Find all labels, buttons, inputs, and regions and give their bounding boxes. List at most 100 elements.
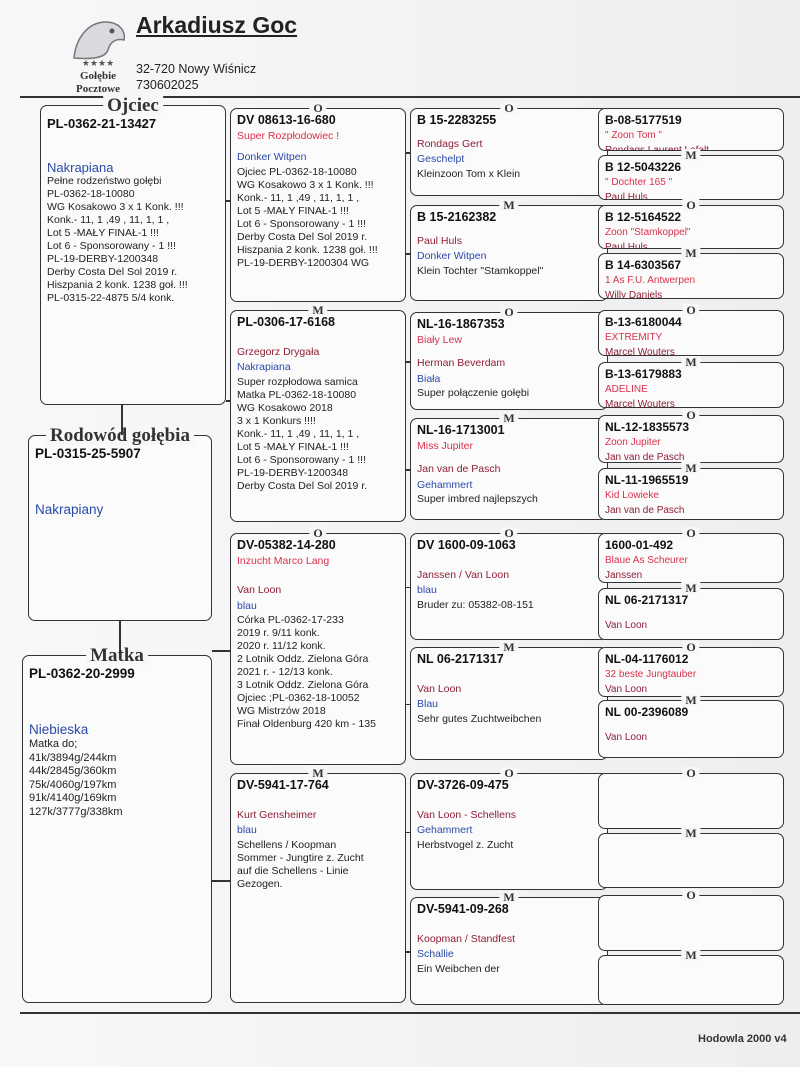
note: 2 Lotnik Oddz. Zielona Góra: [237, 653, 369, 665]
sex-label: O: [682, 527, 700, 539]
note: Lot 6 - Sponsorowany - 1 !!!: [47, 240, 176, 252]
note: PL-19-DERBY-1200348: [237, 466, 349, 479]
pigeon-name: Miss Jupiter: [417, 439, 474, 452]
ring-number: NL 06-2171317: [417, 652, 504, 666]
note: 41k/3894g/244km: [29, 751, 117, 764]
spacer: [605, 720, 777, 730]
feather-color: Gehammert: [417, 478, 473, 491]
note: Bruder zu: 05382-08-151: [417, 598, 534, 611]
pedigree-box: B-13-6180044 EXTREMITY Marcel Wouters: [598, 310, 784, 356]
ring-number: B 12-5164522: [605, 210, 682, 224]
connector: [406, 703, 410, 705]
pigeon-name: Zoon "Stamkoppel": [605, 227, 691, 238]
feather-color: blau: [417, 584, 437, 596]
pigeon-name: 1 As F.U. Antwerpen: [605, 275, 696, 286]
pigeon-name: ADELINE: [605, 384, 648, 395]
ring-number: B 12-5043226: [605, 160, 682, 174]
note: Herbstvogel z. Zucht: [417, 838, 514, 851]
feather-color: Schallie: [417, 948, 454, 960]
note: 2019 r. 9/11 konk.: [237, 627, 320, 639]
sex-label: M: [681, 694, 701, 706]
ring-number: NL-12-1835573: [605, 420, 690, 434]
sex-label: M: [681, 827, 701, 839]
sex-label: O: [682, 641, 700, 653]
note: Ojciec PL-0362-18-10080: [237, 165, 357, 178]
feather-color: Biała: [417, 372, 441, 385]
ring-number: DV 08613-16-680: [237, 113, 336, 127]
connector: [406, 831, 410, 833]
breeder: Willy Daniels: [605, 290, 663, 299]
ring-number: PL-0315-25-5907: [35, 446, 141, 461]
logo-stars: ★★★★: [81, 58, 115, 68]
breeder: Paul Huls: [417, 234, 462, 247]
ring-number: NL-16-1713001: [417, 423, 505, 437]
pigeon-name: Blaue As Scheurer: [605, 555, 688, 566]
breeder: Kurt Gensheimer: [237, 808, 317, 821]
note: Matka do;: [29, 738, 78, 750]
note: Ein Weibchen der: [417, 962, 500, 975]
ring-number: NL 00-2396089: [605, 705, 689, 719]
ring-number: B-13-6179883: [605, 367, 682, 381]
note: PL-0315-22-4875 5/4 konk.: [47, 292, 175, 304]
sex-label: M: [308, 304, 328, 316]
spacer: [417, 554, 601, 568]
sex-label: M: [308, 767, 328, 779]
feather-color: blau: [237, 599, 257, 612]
spacer: [417, 668, 601, 682]
note: 3 x 1 Konkurs !!!!: [237, 414, 316, 427]
note: Lot 5 -MAŁY FINAŁ-1 !!!: [47, 227, 159, 239]
pedigree-box: NL 06-2171317 Van Loon: [598, 588, 784, 640]
note: WG Mistrzów 2018: [237, 705, 326, 717]
breeder: Van Loon - Schellens: [417, 808, 517, 821]
ring-number: B 14-6303567: [605, 258, 682, 272]
connector: [406, 152, 410, 154]
sex-label: O: [500, 306, 518, 318]
spacer: [417, 226, 601, 234]
note: Matka PL-0362-18-10080: [237, 388, 357, 401]
note: PL-19-DERBY-1200348: [47, 253, 159, 265]
sex-label: M: [681, 462, 701, 474]
breeder: Paul Huls: [605, 242, 648, 249]
pedigree-box: PL-0362-20-2999 Niebieska Matka do; 41k/389…: [22, 655, 212, 1003]
ring-number: NL-04-1176012: [605, 652, 689, 666]
breeder: Rondags Gert: [417, 137, 483, 150]
feather-color: Nakrapiana: [47, 159, 114, 175]
note: Kleinzoon Tom x Klein: [417, 167, 521, 180]
feather-color: Donker Witpen: [237, 151, 307, 163]
connector: [406, 469, 410, 471]
note: Konk.- 11, 1 ,49 , 11, 1, 1 ,: [237, 427, 360, 440]
note: 75k/4060g/197km: [29, 778, 117, 791]
pedigree-box: DV-3726-09-475 Van Loon - Schellens Gehamm…: [410, 773, 608, 890]
title: Arkadiusz Goc: [136, 12, 298, 38]
connector: [212, 880, 230, 882]
spacer: [417, 454, 601, 462]
ring-number: 1600-01-492: [605, 538, 674, 552]
breeder: Van Loon: [605, 684, 648, 695]
pedigree-box: NL-12-1835573 Zoon Jupiter Jan van de Pasc…: [598, 415, 784, 463]
note: Gezogen.: [237, 877, 283, 890]
ring-number: NL-11-1965519: [605, 473, 689, 487]
connector: [226, 200, 230, 202]
pedigree-box: B 15-2283255 Rondags Gert Geschelpt Kleinzo…: [410, 108, 608, 196]
connector: [119, 621, 121, 655]
note: PL-0362-18-10080: [47, 188, 135, 200]
feather-color: Blau: [417, 698, 439, 710]
sex-label: O: [682, 889, 700, 901]
note: Pełne rodzeństwo gołębi: [47, 175, 162, 187]
feather-color: blau: [237, 824, 257, 836]
sex-label: O: [682, 767, 700, 779]
connector: [212, 650, 230, 652]
phone: 730602025: [136, 78, 199, 92]
pigeon-name: Inzucht Marco Lang: [237, 554, 330, 567]
footer-rule: [20, 1012, 800, 1014]
note: Derby Costa Del Sol 2019 r.: [47, 266, 178, 278]
pedigree-box: NL 06-2171317 Van Loon Blau Sehr gutes Zuch…: [410, 647, 608, 760]
pigeon-name: " Dochter 165 ": [605, 177, 673, 188]
feather-color: Donker Witpen: [417, 250, 487, 262]
note: Hiszpania 2 konk. 1238 goł. !!!: [237, 243, 378, 256]
ring-number: NL-16-1867353: [417, 317, 505, 331]
footer: Hodowla 2000 v4: [698, 1033, 787, 1045]
breeder: Herman Beverdam: [417, 357, 506, 369]
sex-label: M: [499, 891, 519, 903]
